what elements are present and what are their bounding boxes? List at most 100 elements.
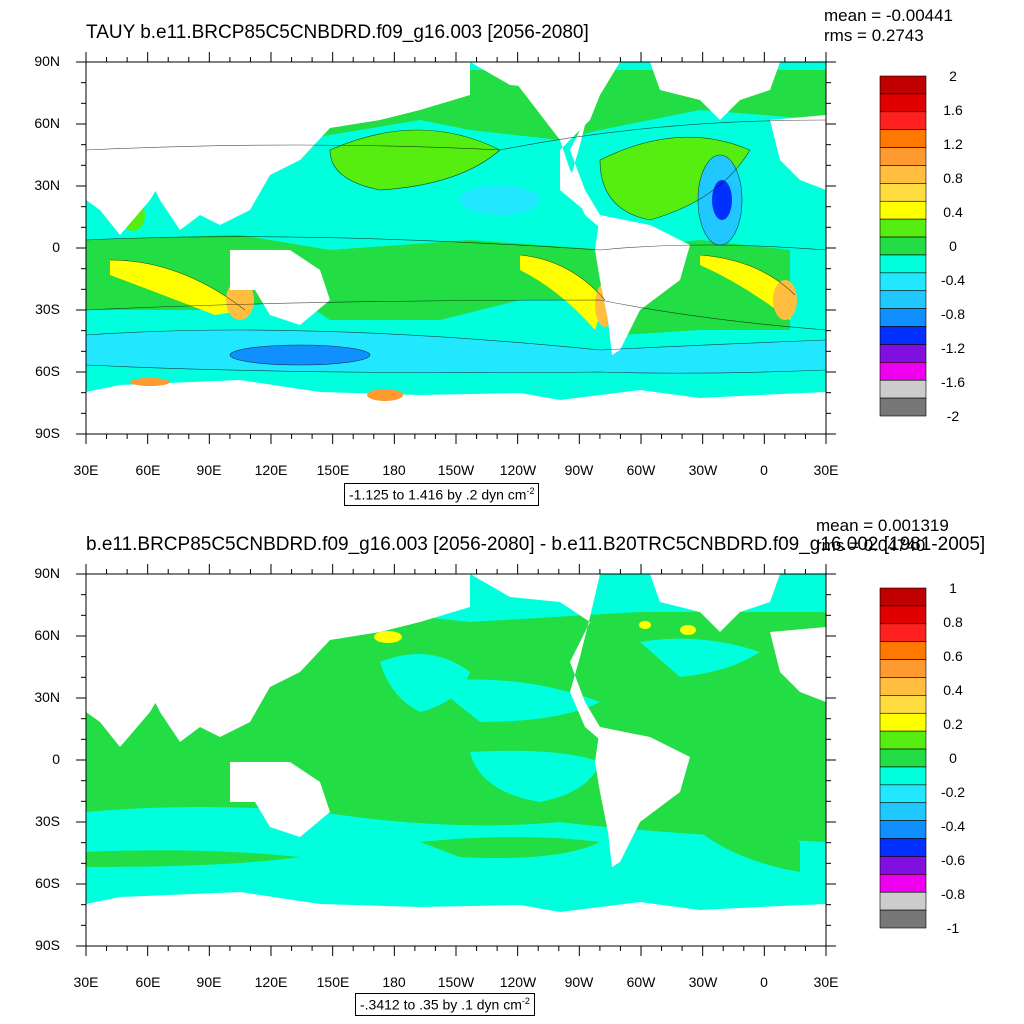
x-tick-label: 90W	[564, 974, 594, 990]
mean-label: mean = 0.001319	[816, 516, 949, 535]
colorbar-label: -0.8	[940, 306, 966, 322]
x-tick-label: 120W	[499, 462, 537, 478]
colorbar-label: -0.2	[940, 784, 966, 800]
y-tick-label: 60N	[34, 115, 60, 131]
colorbar-label: 0	[949, 750, 957, 766]
y-tick-label: 30N	[34, 689, 60, 705]
y-tick-label: 90S	[35, 937, 60, 953]
colorbar-bin	[879, 290, 927, 309]
x-tick-label: 90E	[196, 974, 222, 990]
colorbar-bin	[879, 712, 927, 732]
colorbar-bin	[879, 891, 927, 911]
y-tick-label: 60N	[34, 627, 60, 643]
colorbar-bin	[879, 784, 927, 804]
contour-info-text: -.3412 to .35 by .1 dyn cm	[360, 996, 522, 1013]
x-tick-label: 150W	[437, 974, 475, 990]
colorbar-label: 1.2	[943, 136, 963, 152]
colorbar-label: -1.2	[940, 340, 966, 356]
colorbar-bin	[879, 748, 927, 768]
contour-info-exponent: -2	[521, 996, 530, 1006]
y-tick-label: 0	[52, 239, 60, 255]
colorbar-bin	[879, 308, 927, 327]
colorbar-bin	[879, 766, 927, 786]
colorbar-bin	[879, 344, 927, 363]
colorbar-bin	[879, 218, 927, 238]
x-tick-label: 30W	[688, 974, 718, 990]
colorbar-bin	[879, 272, 927, 292]
colorbar-label: 0.6	[943, 648, 963, 664]
colorbar-bin	[879, 165, 927, 184]
colorbar-bin	[879, 326, 927, 345]
colorbar-bin	[879, 874, 927, 893]
x-tick-label: 60E	[135, 462, 161, 478]
colorbar-bin	[879, 147, 927, 166]
colorbar-bin	[879, 379, 927, 399]
colorbar-label: -0.6	[940, 852, 966, 868]
colorbar-label: 0.8	[943, 170, 963, 186]
y-tick-label: 90N	[34, 53, 60, 69]
colorbar-label: -1	[946, 920, 960, 936]
colorbar-bin	[879, 200, 927, 220]
colorbar	[879, 587, 927, 929]
y-tick-label: 90N	[34, 565, 60, 581]
x-tick-label: 30E	[73, 462, 99, 478]
x-tick-label: 30W	[688, 462, 718, 478]
colorbar-bin	[879, 909, 927, 929]
colorbar-bin	[879, 820, 927, 839]
x-tick-label: 120E	[254, 462, 288, 478]
colorbar-bin	[879, 111, 927, 130]
y-tick-label: 60S	[35, 875, 60, 891]
colorbar-bin	[879, 75, 927, 95]
colorbar-label: 2	[949, 68, 957, 84]
x-tick-label: 150E	[316, 462, 350, 478]
colorbar-bin	[879, 129, 927, 148]
x-tick-label: 90E	[196, 462, 222, 478]
colorbar-label: 1	[949, 580, 957, 596]
colorbar-bin	[879, 856, 927, 875]
colorbar-bin	[879, 605, 927, 625]
colorbar-bin	[879, 587, 927, 607]
colorbar-bin	[879, 802, 927, 821]
map-panel-top: TAUY b.e11.BRCP85C5CNBDRD.f09_g16.003 [2…	[34, 6, 966, 506]
x-tick-label: 30E	[813, 462, 839, 478]
colorbar-label: 0.2	[943, 716, 963, 732]
colorbar-bin	[879, 362, 927, 381]
map-canvas	[76, 52, 927, 444]
colorbar-bin	[879, 641, 927, 660]
x-tick-label: 0	[760, 462, 768, 478]
x-tick-label: 90W	[564, 462, 594, 478]
contour-info-box: -.3412 to .35 by .1 dyn cm-2	[355, 993, 535, 1016]
colorbar-label: 0	[949, 238, 957, 254]
panel-title: TAUY b.e11.BRCP85C5CNBDRD.f09_g16.003 [2…	[86, 22, 589, 43]
rms-label: rms = 0.2743	[824, 26, 924, 45]
x-tick-label: 120W	[499, 974, 537, 990]
colorbar-bin	[879, 730, 927, 750]
colorbar-bin	[879, 838, 927, 857]
map-panel-bottom: b.e11.BRCP85C5CNBDRD.f09_g16.003 [2056-2…	[0, 512, 1024, 1024]
y-tick-label: 30N	[34, 177, 60, 193]
colorbar-bin	[879, 659, 927, 678]
x-tick-label: 30E	[813, 974, 839, 990]
x-tick-label: 150E	[316, 974, 350, 990]
colorbar-bin	[879, 397, 927, 417]
ocean-field	[86, 62, 826, 434]
x-tick-label: 150W	[437, 462, 475, 478]
x-tick-label: 120E	[254, 974, 288, 990]
x-tick-label: 180	[382, 974, 406, 990]
ocean-field	[86, 574, 826, 946]
colorbar-label: -0.8	[940, 886, 966, 902]
colorbar-label: -0.4	[940, 272, 966, 288]
colorbar-bin	[879, 695, 927, 714]
colorbar	[879, 75, 927, 417]
colorbar-bin	[879, 677, 927, 696]
y-tick-label: 30S	[35, 301, 60, 317]
colorbar-bin	[879, 236, 927, 256]
contour-info-text: -1.125 to 1.416 by .2 dyn cm	[349, 486, 527, 503]
colorbar-label: 0.4	[943, 204, 963, 220]
y-tick-label: 0	[52, 751, 60, 767]
colorbar-label: -0.4	[940, 818, 966, 834]
x-tick-label: 0	[760, 974, 768, 990]
x-tick-label: 30E	[73, 974, 99, 990]
colorbar-label: 0.8	[943, 614, 963, 630]
y-tick-label: 90S	[35, 425, 60, 441]
